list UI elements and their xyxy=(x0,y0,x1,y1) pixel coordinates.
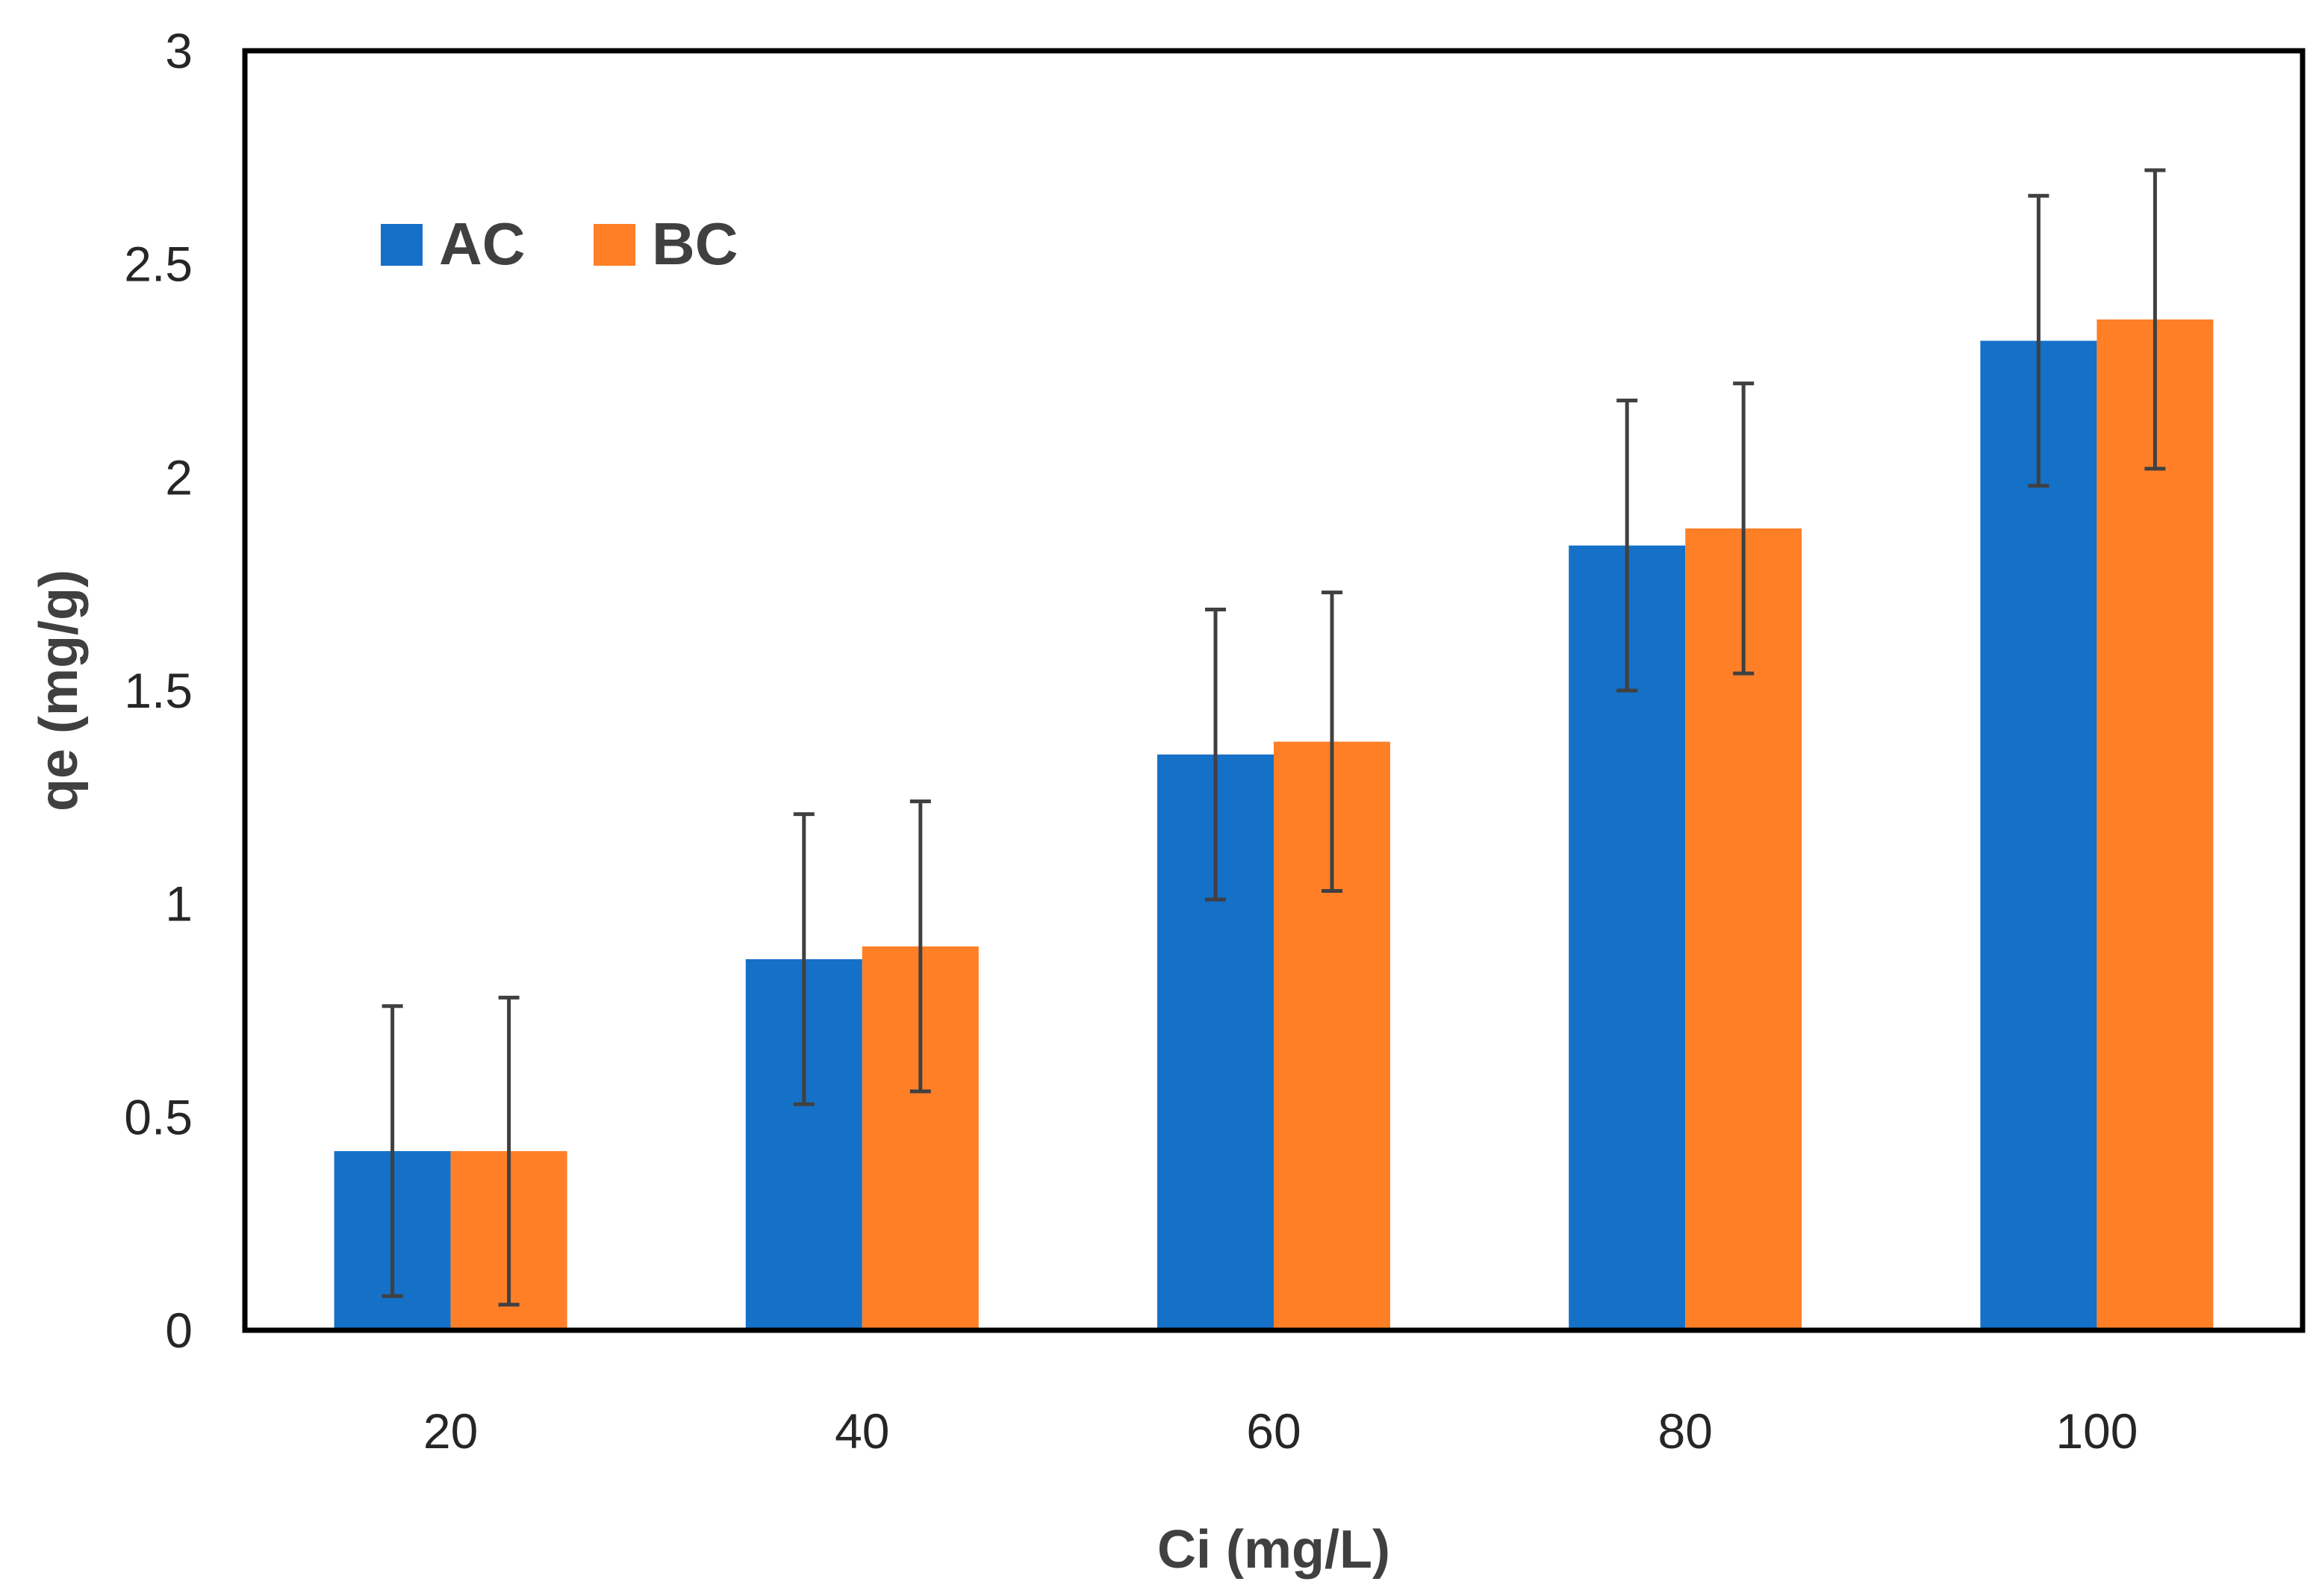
legend-label-bc: BC xyxy=(652,211,738,277)
y-tick-label: 2 xyxy=(165,449,193,505)
x-tick-label: 20 xyxy=(423,1403,478,1459)
y-tick-label: 1.5 xyxy=(124,663,193,718)
x-axis-ticks: 20 40 60 80 100 xyxy=(423,1403,2138,1459)
y-axis-ticks: 0 0.5 1 1.5 2 2.5 3 xyxy=(124,23,193,1358)
x-axis-title: Ci (mg/L) xyxy=(1157,1520,1390,1580)
x-tick-label: 100 xyxy=(2055,1403,2138,1459)
bars-layer xyxy=(334,319,2214,1331)
x-tick-label: 80 xyxy=(1657,1403,1712,1459)
legend-swatch-ac xyxy=(381,224,423,266)
legend-swatch-bc xyxy=(594,224,635,266)
bar-bc-100 xyxy=(2097,319,2214,1331)
error-bars-layer xyxy=(382,168,2166,1307)
y-tick-label: 2.5 xyxy=(124,237,193,292)
legend: AC BC xyxy=(381,211,738,277)
plot-frame xyxy=(242,48,2306,1333)
x-tick-label: 40 xyxy=(835,1403,889,1459)
y-tick-label: 0.5 xyxy=(124,1089,193,1144)
y-tick-label: 0 xyxy=(165,1303,193,1358)
bar-ac-100 xyxy=(1980,340,2097,1331)
y-axis-title: qe (mg/g) xyxy=(29,570,89,811)
y-tick-label: 3 xyxy=(165,23,193,78)
legend-label-ac: AC xyxy=(439,211,526,277)
x-tick-label: 60 xyxy=(1246,1403,1301,1459)
y-tick-label: 1 xyxy=(165,876,193,932)
